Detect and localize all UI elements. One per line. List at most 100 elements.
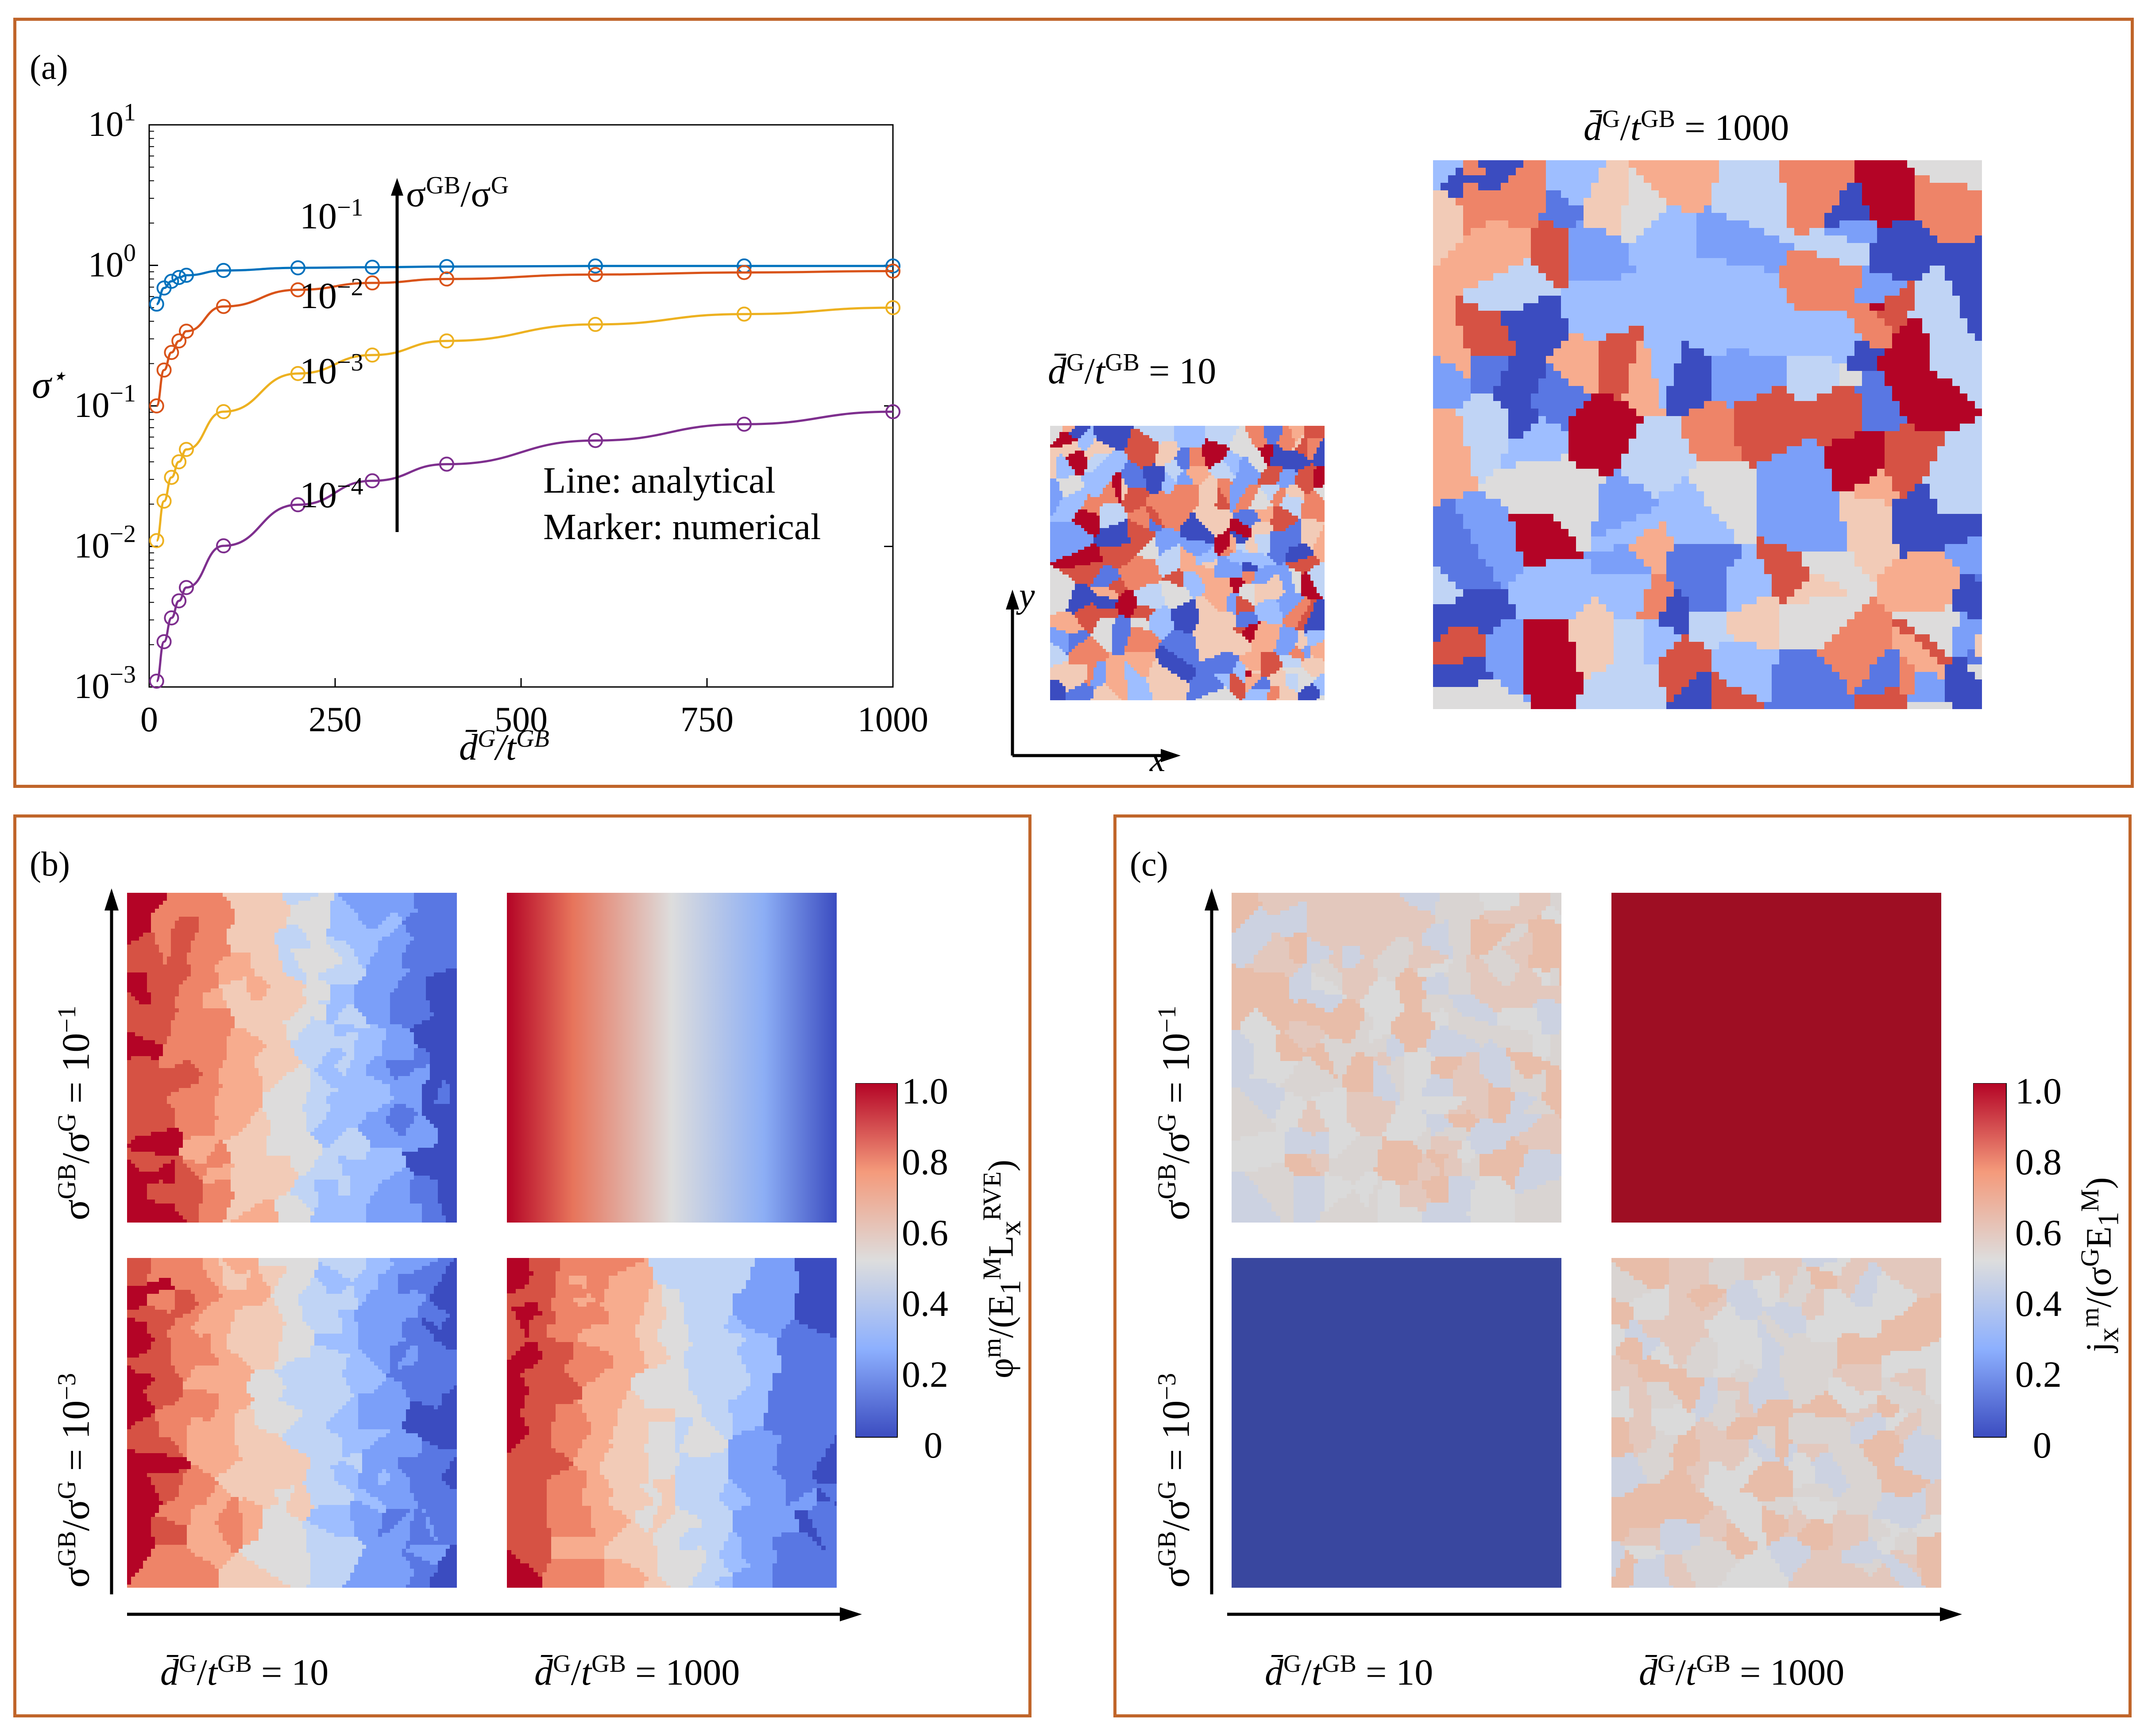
y-tick-label: 10−1 — [74, 380, 136, 425]
series-marker — [179, 580, 194, 595]
legend-line-text: Line: analytical — [543, 459, 776, 502]
series-marker — [365, 259, 380, 275]
panel-c-label: (c) — [1130, 844, 1168, 884]
series-marker — [885, 300, 900, 316]
series-marker — [588, 316, 603, 332]
axis-ticks: 0 250 500 750 1000 10−3 10−2 10−1 100 101 — [74, 99, 928, 739]
panel-b-label: (b) — [30, 844, 70, 884]
x-tick-label: 750 — [680, 700, 734, 739]
series-marker — [885, 404, 900, 420]
col-left-label: d̄G/tGB = 10 — [160, 1650, 328, 1694]
y-axis-label: σ⋆ — [32, 362, 66, 407]
field-b-bottom-left — [127, 1258, 458, 1589]
conductivity-chart: 0 250 500 750 1000 10−3 10−2 10−1 100 101 — [74, 99, 928, 739]
x-axis-letter: x — [1149, 740, 1166, 773]
x-tick-label: 500 — [494, 700, 548, 739]
series-marker — [179, 324, 194, 339]
y-tick-label: 100 — [88, 239, 136, 285]
horizontal-arrow-c — [1227, 1607, 1962, 1621]
colorbar-b — [855, 1083, 898, 1438]
increase-arrow — [391, 178, 403, 532]
series-marker — [365, 275, 380, 291]
field-b-top-right — [507, 893, 837, 1223]
cb-c-tick-0.4: 0.4 — [2015, 1282, 2062, 1325]
series-marker — [164, 345, 179, 360]
row-bottom-label: σGB/σG = 10−3 — [52, 1373, 97, 1588]
series-marker — [171, 454, 187, 470]
series-marker — [439, 456, 454, 472]
row-top-label: σGB/σG = 10−1 — [52, 1006, 97, 1220]
series-marker — [365, 347, 380, 363]
series-marker — [885, 263, 900, 279]
xy-axes: y x — [1006, 579, 1181, 773]
label-1e-3: 10−3 — [300, 348, 363, 393]
series-marker — [171, 333, 187, 349]
label-1e-2: 10−2 — [300, 273, 363, 317]
series-marker — [216, 404, 231, 420]
cb-c-tick-0.6: 0.6 — [2015, 1211, 2062, 1254]
panel-b: (b) σGB/σG = 10−1 σGB/σG = 10−3 d̄G/tGB … — [13, 814, 1031, 1717]
col-right-label-c: d̄G/tGB = 1000 — [1639, 1650, 1844, 1694]
series-marker — [216, 262, 231, 278]
series-marker — [156, 494, 172, 509]
series-marker — [588, 258, 603, 274]
panel-a: (a) 0 250 500 750 1000 10−3 10−2 10−1 100 101 Lin… — [13, 18, 2134, 788]
cb-b-tick-0.2: 0.2 — [902, 1353, 948, 1396]
x-axis-label: d̄G/tGB — [459, 725, 549, 769]
field-c-bottom-right — [1611, 1258, 1944, 1590]
row-bottom-label-c: σGB/σG = 10−3 — [1152, 1373, 1198, 1588]
label-1e-1: 10−1 — [300, 193, 363, 238]
series-marker — [885, 258, 900, 274]
legend-marker-text: Marker: numerical — [543, 505, 821, 548]
series-marker — [164, 610, 179, 625]
series-marker — [365, 473, 380, 489]
series-marker — [164, 274, 179, 289]
series-marker — [216, 299, 231, 314]
series-marker — [588, 267, 603, 282]
cb-b-tick-0.6: 0.6 — [902, 1211, 948, 1254]
series-marker — [588, 433, 603, 448]
series-marker — [156, 362, 172, 378]
field-c-top-left — [1232, 893, 1564, 1225]
series-marker — [149, 297, 164, 312]
field-c-bottom-left — [1232, 1258, 1561, 1588]
col-right-label: d̄G/tGB = 1000 — [534, 1650, 740, 1694]
x-tick-label: 0 — [140, 700, 158, 739]
y-tick-label: 10−2 — [74, 521, 136, 566]
cb-c-tick-0.8: 0.8 — [2015, 1141, 2062, 1184]
cb-b-tick-0: 0 — [924, 1424, 943, 1467]
colorbar-b-label: φm/(E1MLxRVE) — [977, 1145, 1027, 1393]
series-line — [155, 270, 893, 407]
colorbar-c-label: jxm/(σGE1M) — [2075, 1158, 2125, 1371]
series-marker — [439, 271, 454, 287]
label-1e-4: 10−4 — [300, 472, 363, 517]
series-marker — [290, 366, 305, 381]
series-group — [149, 258, 900, 689]
series-marker — [149, 533, 164, 548]
colorbar-c — [1973, 1083, 2007, 1438]
series-marker — [216, 538, 231, 554]
cb-b-tick-0.4: 0.4 — [902, 1282, 948, 1325]
series-marker — [737, 265, 752, 280]
row-top-label-c: σGB/σG = 10−1 — [1152, 1006, 1198, 1220]
horizontal-arrow — [127, 1607, 862, 1621]
series-marker — [171, 593, 187, 609]
series-marker — [149, 398, 164, 413]
microstructure-large — [1433, 160, 1982, 709]
microstructure-small — [1050, 426, 1325, 700]
col-left-label-c: d̄G/tGB = 10 — [1265, 1650, 1433, 1694]
y-tick-label: 101 — [88, 99, 136, 144]
x-tick-label: 250 — [309, 700, 362, 739]
series-marker — [171, 270, 187, 285]
y-tick-label: 10−3 — [74, 661, 136, 706]
field-b-bottom-right — [507, 1258, 839, 1590]
vertical-arrow — [104, 888, 119, 1594]
arrow-label: σGB/σG — [406, 171, 509, 216]
cb-c-tick-0: 0 — [2033, 1424, 2051, 1467]
field-c-top-right — [1611, 893, 1941, 1223]
series-marker — [156, 634, 172, 649]
field-b-top-left — [127, 893, 458, 1224]
series-marker — [737, 417, 752, 432]
series-marker — [179, 267, 194, 283]
series-marker — [149, 673, 164, 689]
